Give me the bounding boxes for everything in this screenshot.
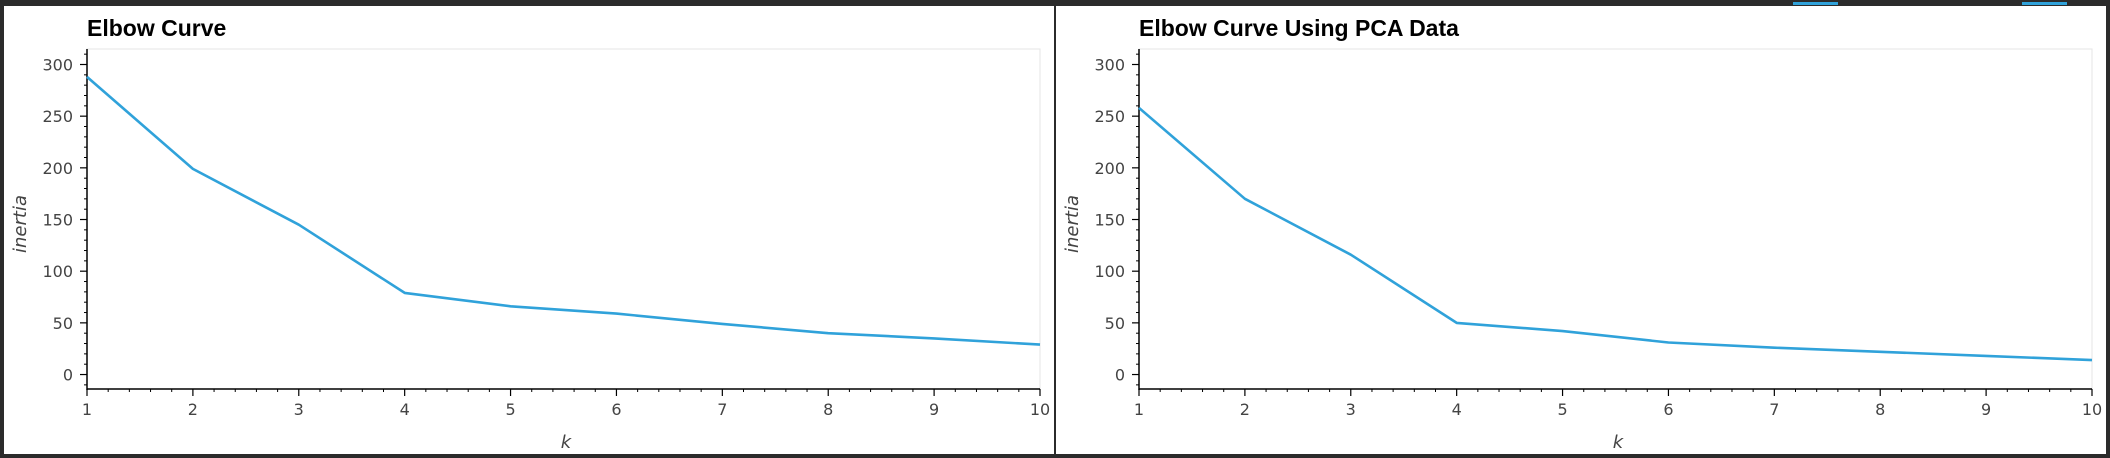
y-tick-label: 50: [1105, 314, 1125, 333]
panel-divider: [1054, 6, 1056, 454]
x-tick-label: 2: [1240, 400, 1250, 419]
y-tick-label: 50: [53, 314, 73, 333]
x-tick-label: 10: [2082, 400, 2102, 419]
chart-title: Elbow Curve: [87, 15, 226, 41]
elbow-curve-chart: Elbow Curve inertia k 0 50 100 150 200 250 300…: [10, 15, 1050, 453]
y-tick-label: 100: [1094, 262, 1125, 281]
x-tick-label: 4: [1452, 400, 1462, 419]
y-tick-label: 300: [42, 56, 73, 75]
x-tick-label: 8: [1875, 400, 1885, 419]
y-tick-label: 250: [42, 107, 73, 126]
plot-area: [86, 48, 1041, 390]
x-tick-label: 4: [400, 400, 410, 419]
y-tick-label: 200: [1094, 159, 1125, 178]
chart-title: Elbow Curve Using PCA Data: [1139, 15, 1459, 41]
x-tick-label: 8: [823, 400, 833, 419]
x-tick-label: 3: [294, 400, 304, 419]
series-line: [1138, 106, 2093, 362]
y-tick-label: 0: [1115, 366, 1125, 385]
y-axis-label: inertia: [1062, 195, 1083, 253]
y-tick-label: 150: [42, 211, 73, 230]
x-tick-label: 2: [188, 400, 198, 419]
x-tick-label: 5: [505, 400, 515, 419]
y-tick-label: 0: [63, 366, 73, 385]
elbow-curve-pca-panel: Elbow Curve Using PCA Data inertia k 0 50…: [1056, 6, 2106, 454]
toolbar-indicator: [1793, 2, 1838, 5]
y-tick-label: 150: [1094, 211, 1125, 230]
x-tick-label: 6: [1663, 400, 1673, 419]
x-tick-label: 5: [1557, 400, 1567, 419]
x-axis-label: k: [561, 432, 573, 453]
x-tick-label: 3: [1346, 400, 1356, 419]
elbow-curve-pca-chart: Elbow Curve Using PCA Data inertia k 0 50…: [1062, 15, 2102, 453]
x-tick-label: 7: [717, 400, 727, 419]
x-tick-label: 7: [1769, 400, 1779, 419]
x-tick-label: 1: [1134, 400, 1144, 419]
x-tick-label: 10: [1030, 400, 1050, 419]
y-tick-label: 300: [1094, 56, 1125, 75]
y-axis-label: inertia: [10, 195, 31, 253]
y-tick-label: 200: [42, 159, 73, 178]
x-axis-label: k: [1613, 432, 1625, 453]
x-tick-label: 1: [82, 400, 92, 419]
elbow-curve-panel: Elbow Curve inertia k 0 50 100 150 200 250 300…: [4, 6, 1054, 454]
y-tick-label: 100: [42, 262, 73, 281]
x-tick-label: 9: [1981, 400, 1991, 419]
toolbar-indicator: [2022, 2, 2067, 5]
x-tick-label: 9: [929, 400, 939, 419]
y-tick-label: 250: [1094, 107, 1125, 126]
x-tick-label: 6: [611, 400, 621, 419]
series-line: [86, 75, 1041, 346]
